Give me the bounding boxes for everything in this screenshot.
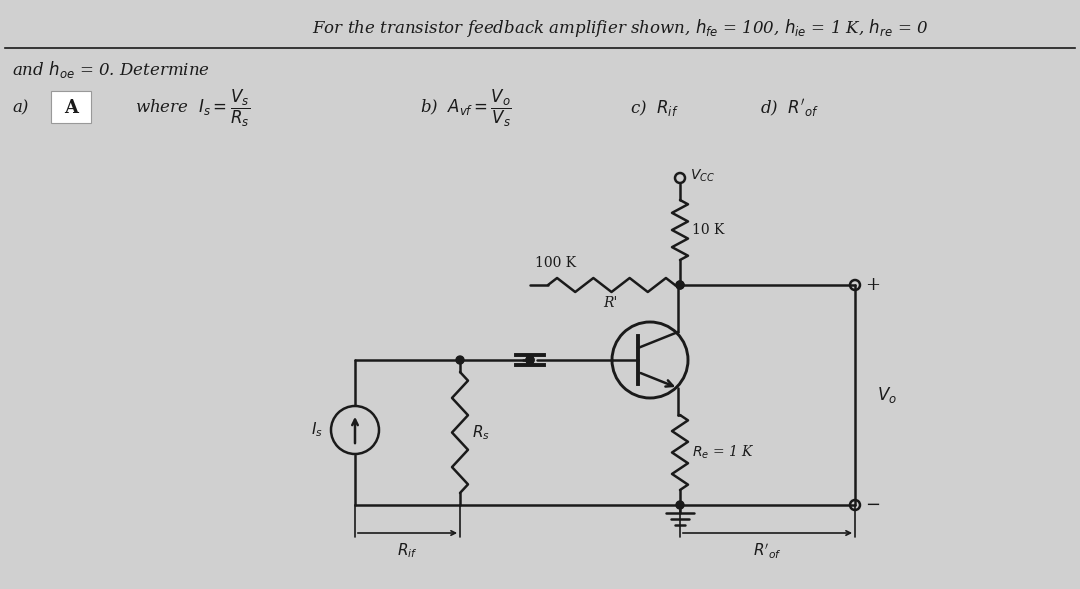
Circle shape bbox=[676, 501, 684, 509]
Text: 10 K: 10 K bbox=[692, 223, 725, 237]
Text: For the transistor feedback amplifier shown, $h_{fe}$ = 100, $h_{ie}$ = 1 K, $h_: For the transistor feedback amplifier sh… bbox=[312, 17, 928, 39]
Text: A: A bbox=[64, 99, 78, 117]
Text: b)  $A_{vf} = \dfrac{V_o}{V_s}$: b) $A_{vf} = \dfrac{V_o}{V_s}$ bbox=[420, 87, 512, 128]
Text: $R'_{of}$: $R'_{of}$ bbox=[753, 541, 782, 561]
Text: a): a) bbox=[12, 100, 28, 117]
Circle shape bbox=[526, 356, 534, 364]
Text: and $h_{oe}$ = 0. Determine: and $h_{oe}$ = 0. Determine bbox=[12, 59, 210, 81]
Text: 100 K: 100 K bbox=[535, 256, 576, 270]
Text: d)  $R'_{of}$: d) $R'_{of}$ bbox=[760, 97, 819, 119]
Text: $I_s$: $I_s$ bbox=[311, 421, 323, 439]
Text: R': R' bbox=[603, 296, 617, 310]
Text: $V_o$: $V_o$ bbox=[877, 385, 897, 405]
Text: $R_{if}$: $R_{if}$ bbox=[397, 542, 418, 560]
Circle shape bbox=[676, 281, 684, 289]
Circle shape bbox=[676, 281, 684, 289]
Text: where  $I_s = \dfrac{V_s}{R_s}$: where $I_s = \dfrac{V_s}{R_s}$ bbox=[135, 87, 251, 128]
Circle shape bbox=[456, 356, 464, 364]
Text: $R_e$ = 1 K: $R_e$ = 1 K bbox=[692, 444, 755, 461]
Text: $R_s$: $R_s$ bbox=[472, 423, 490, 442]
Circle shape bbox=[526, 356, 534, 364]
Text: c)  $R_{if}$: c) $R_{if}$ bbox=[630, 98, 678, 118]
FancyBboxPatch shape bbox=[51, 91, 91, 123]
Text: $V_{CC}$: $V_{CC}$ bbox=[690, 168, 715, 184]
Text: −: − bbox=[865, 496, 880, 514]
Text: +: + bbox=[865, 276, 880, 294]
